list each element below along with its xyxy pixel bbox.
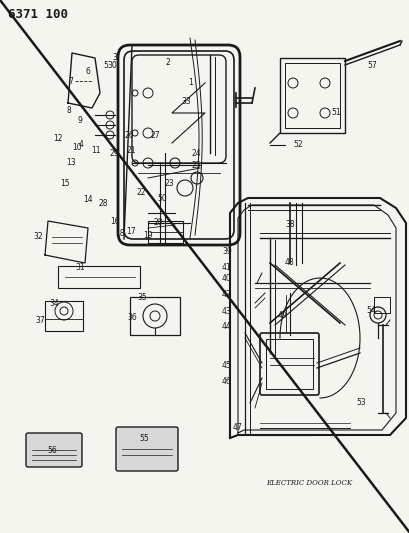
Text: 14: 14 bbox=[83, 196, 93, 204]
Text: 23: 23 bbox=[164, 180, 173, 188]
Text: 50: 50 bbox=[157, 194, 166, 203]
Text: 17: 17 bbox=[126, 228, 136, 236]
Text: 11: 11 bbox=[90, 146, 100, 155]
Text: 19: 19 bbox=[142, 231, 152, 240]
Text: 3: 3 bbox=[112, 53, 117, 62]
Text: 7: 7 bbox=[68, 77, 73, 85]
Text: 45: 45 bbox=[221, 361, 231, 369]
Text: 13: 13 bbox=[65, 158, 75, 167]
FancyBboxPatch shape bbox=[26, 433, 82, 467]
Bar bbox=[279, 58, 344, 133]
FancyBboxPatch shape bbox=[116, 427, 178, 471]
Text: 16: 16 bbox=[110, 217, 119, 225]
Bar bbox=[373, 297, 389, 313]
Text: 12: 12 bbox=[53, 134, 63, 143]
Text: 52: 52 bbox=[293, 141, 303, 149]
Text: 1: 1 bbox=[188, 78, 193, 87]
Bar bbox=[148, 221, 182, 243]
Text: 26: 26 bbox=[124, 132, 134, 140]
Bar bbox=[58, 266, 139, 288]
Text: 20: 20 bbox=[153, 219, 162, 227]
Text: 32: 32 bbox=[33, 232, 43, 241]
Text: 6371 100: 6371 100 bbox=[8, 8, 68, 21]
Text: 31: 31 bbox=[75, 263, 85, 272]
Text: 43: 43 bbox=[221, 308, 231, 316]
Text: 46: 46 bbox=[221, 377, 231, 385]
Text: 15: 15 bbox=[60, 180, 70, 188]
Text: 10: 10 bbox=[72, 143, 82, 152]
Bar bbox=[265, 339, 312, 389]
Text: 29: 29 bbox=[109, 149, 119, 158]
Text: 33: 33 bbox=[181, 97, 191, 106]
Bar bbox=[45, 301, 83, 331]
Text: 4: 4 bbox=[79, 141, 83, 149]
Text: 44: 44 bbox=[221, 322, 231, 330]
Text: 34: 34 bbox=[49, 300, 59, 308]
Text: 39: 39 bbox=[222, 247, 232, 256]
Text: 8: 8 bbox=[66, 106, 71, 115]
Text: 5: 5 bbox=[103, 61, 108, 69]
Text: 24: 24 bbox=[191, 149, 201, 158]
Text: 41: 41 bbox=[221, 263, 231, 272]
Text: 54: 54 bbox=[365, 306, 375, 314]
Text: 38: 38 bbox=[285, 221, 294, 229]
Text: 40: 40 bbox=[221, 274, 231, 282]
Text: 49: 49 bbox=[276, 311, 286, 320]
Bar bbox=[130, 297, 180, 335]
Text: 18: 18 bbox=[115, 229, 124, 238]
Text: 22: 22 bbox=[136, 189, 146, 197]
Text: 30: 30 bbox=[108, 61, 117, 69]
Text: 53: 53 bbox=[356, 398, 366, 407]
Text: 9: 9 bbox=[77, 116, 82, 125]
Text: 37: 37 bbox=[35, 317, 45, 325]
Text: 42: 42 bbox=[221, 290, 231, 298]
Text: 51: 51 bbox=[330, 109, 340, 117]
Bar bbox=[284, 63, 339, 128]
Text: 21: 21 bbox=[126, 146, 136, 155]
Text: 47: 47 bbox=[232, 423, 242, 432]
Text: 56: 56 bbox=[47, 446, 57, 455]
Text: 25: 25 bbox=[191, 161, 200, 169]
Text: 57: 57 bbox=[366, 61, 376, 69]
Text: 28: 28 bbox=[98, 199, 108, 208]
Text: 36: 36 bbox=[127, 313, 137, 321]
Text: 35: 35 bbox=[137, 293, 147, 302]
Text: 2: 2 bbox=[165, 59, 170, 67]
Text: 55: 55 bbox=[139, 434, 149, 442]
Text: ELECTRIC DOOR LOCK: ELECTRIC DOOR LOCK bbox=[266, 479, 352, 488]
Text: 27: 27 bbox=[150, 132, 160, 140]
Text: 48: 48 bbox=[283, 258, 293, 266]
Text: 6: 6 bbox=[85, 68, 90, 76]
